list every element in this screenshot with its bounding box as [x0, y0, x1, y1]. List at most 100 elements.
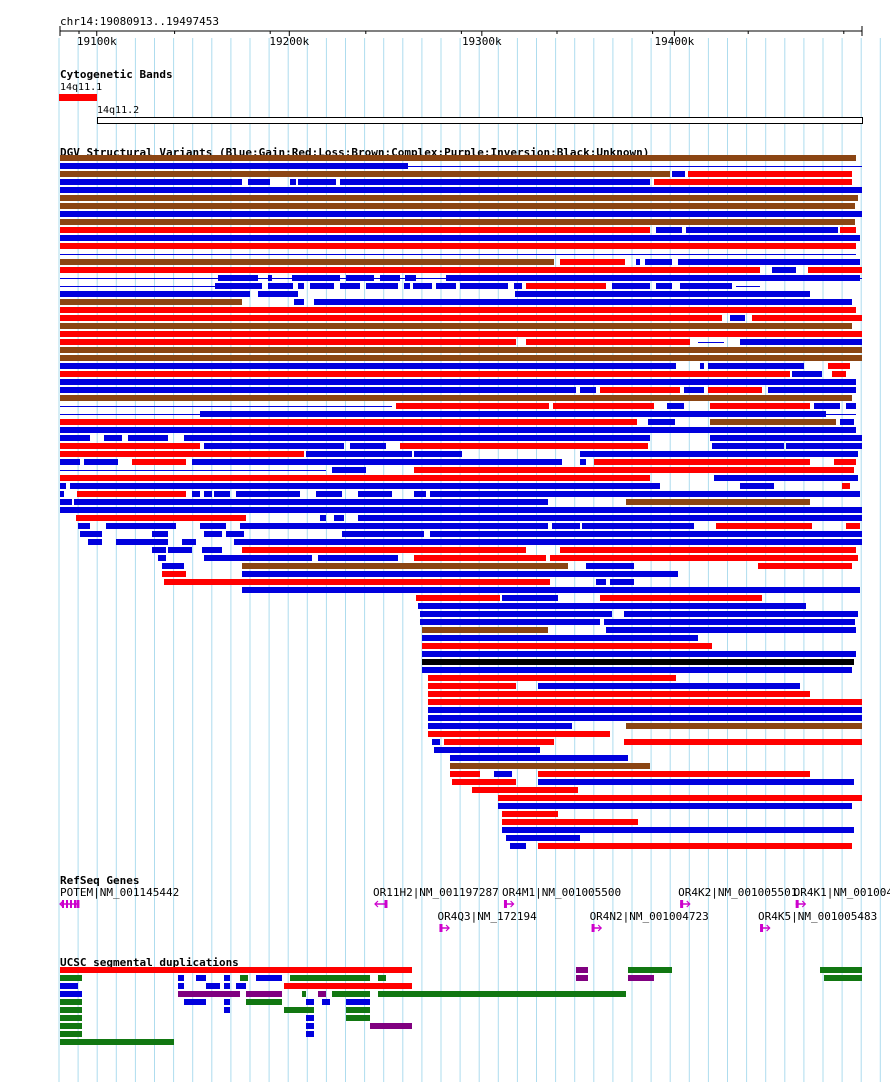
dgv-loss[interactable]	[242, 547, 526, 553]
dgv-gain[interactable]	[342, 531, 424, 537]
dgv-gain[interactable]	[686, 227, 838, 233]
segdup-green[interactable]	[378, 975, 386, 981]
dgv-gain[interactable]	[60, 427, 856, 433]
dgv-gain[interactable]	[334, 515, 344, 521]
dgv-gain[interactable]	[498, 803, 852, 809]
segdup-purple[interactable]	[318, 991, 326, 997]
dgv-complex[interactable]	[450, 763, 650, 769]
dgv-loss[interactable]	[538, 771, 810, 777]
dgv-gain[interactable]	[846, 403, 856, 409]
dgv-loss[interactable]	[60, 443, 200, 449]
dgv-gain[interactable]	[428, 723, 572, 729]
dgv-gain[interactable]	[358, 515, 862, 521]
cytoband-14q11.1[interactable]	[59, 94, 97, 101]
dgv-gain[interactable]	[494, 771, 512, 777]
segdup-green[interactable]	[346, 1007, 370, 1013]
dgv-gain[interactable]	[514, 283, 522, 289]
dgv-gain[interactable]	[840, 419, 854, 425]
dgv-gain[interactable]	[116, 539, 168, 545]
gene-exon[interactable]	[70, 900, 72, 908]
dgv-gain[interactable]	[60, 491, 64, 497]
dgv-loss[interactable]	[600, 387, 680, 393]
dgv-loss[interactable]	[834, 459, 856, 465]
dgv-loss[interactable]	[60, 315, 722, 321]
segdup-blue[interactable]	[224, 975, 230, 981]
dgv-loss[interactable]	[708, 387, 762, 393]
dgv-gain[interactable]	[314, 299, 852, 305]
dgv-gain[interactable]	[645, 259, 672, 265]
segdup-blue[interactable]	[346, 999, 370, 1005]
dgv-gain[interactable]	[413, 283, 432, 289]
dgv-gain[interactable]	[712, 443, 784, 449]
dgv-loss[interactable]	[414, 555, 546, 561]
dgv-gain[interactable]	[298, 179, 336, 185]
dgv-gain[interactable]	[434, 747, 540, 753]
dgv-loss[interactable]	[502, 819, 638, 825]
segdup-blue[interactable]	[306, 1031, 314, 1037]
segdup-purple[interactable]	[576, 975, 588, 981]
gene-exon[interactable]	[503, 900, 507, 908]
dgv-complex[interactable]	[60, 259, 554, 265]
dgv-gain[interactable]	[60, 483, 66, 489]
dgv-loss[interactable]	[808, 267, 862, 273]
dgv-gain[interactable]	[60, 507, 862, 513]
dgv-gain[interactable]	[420, 611, 612, 617]
dgv-gain[interactable]	[648, 419, 675, 425]
dgv-gain[interactable]	[450, 755, 628, 761]
dgv-gain[interactable]	[214, 491, 230, 497]
dgv-gain[interactable]	[672, 171, 685, 177]
dgv-gain[interactable]	[84, 459, 118, 465]
segdup-blue[interactable]	[256, 975, 282, 981]
dgv-gain[interactable]	[420, 619, 600, 625]
gene-exon[interactable]	[66, 900, 68, 908]
dgv-loss[interactable]	[422, 643, 712, 649]
dgv-loss[interactable]	[132, 459, 186, 465]
dgv-gain[interactable]	[678, 259, 860, 265]
dgv-gain[interactable]	[538, 779, 854, 785]
dgv-complex[interactable]	[60, 155, 856, 161]
dgv-gain[interactable]	[700, 363, 704, 369]
dgv-loss[interactable]	[502, 811, 558, 817]
dgv-gain[interactable]	[162, 563, 184, 569]
segdup-green[interactable]	[60, 975, 82, 981]
dgv-gain[interactable]	[604, 619, 855, 625]
dgv-loss[interactable]	[716, 523, 812, 529]
dgv-loss[interactable]	[538, 843, 852, 849]
dgv-gain[interactable]	[612, 283, 650, 289]
dgv-gain[interactable]	[436, 283, 456, 289]
dgv-loss[interactable]	[60, 371, 790, 377]
segdup-green[interactable]	[284, 1007, 314, 1013]
dgv-gain[interactable]	[740, 339, 862, 345]
segdup-green[interactable]	[60, 1007, 82, 1013]
dgv-gain[interactable]	[580, 451, 858, 457]
dgv-gain[interactable]	[428, 707, 862, 713]
gene-exon[interactable]	[74, 900, 76, 908]
dgv-gain[interactable]	[710, 435, 862, 441]
dgv-complex[interactable]	[60, 299, 242, 305]
dgv-loss[interactable]	[752, 315, 862, 321]
segdup-blue[interactable]	[306, 999, 314, 1005]
dgv-gain[interactable]	[184, 435, 650, 441]
segdup-blue[interactable]	[224, 999, 230, 1005]
segdup-blue[interactable]	[60, 983, 78, 989]
dgv-loss[interactable]	[710, 403, 810, 409]
gene-label[interactable]: OR4Q3|NM_172194	[437, 910, 537, 923]
dgv-loss[interactable]	[428, 699, 862, 705]
dgv-gain[interactable]	[414, 491, 426, 497]
dgv-gain[interactable]	[192, 459, 562, 465]
dgv-gain[interactable]	[430, 491, 860, 497]
dgv-gain[interactable]	[294, 299, 304, 305]
dgv-gain[interactable]	[204, 443, 344, 449]
dgv-loss[interactable]	[553, 403, 654, 409]
dgv-gain[interactable]	[656, 283, 672, 289]
dgv-loss[interactable]	[400, 443, 648, 449]
dgv-gain[interactable]	[70, 483, 660, 489]
dgv-gain[interactable]	[667, 403, 684, 409]
dgv-gain[interactable]	[242, 571, 678, 577]
dgv-loss[interactable]	[60, 267, 760, 273]
dgv-gain[interactable]	[306, 451, 412, 457]
dgv-gain[interactable]	[580, 387, 596, 393]
dgv-gain[interactable]	[460, 283, 508, 289]
dgv-gain[interactable]	[268, 275, 272, 281]
dgv-loss[interactable]	[688, 171, 852, 177]
